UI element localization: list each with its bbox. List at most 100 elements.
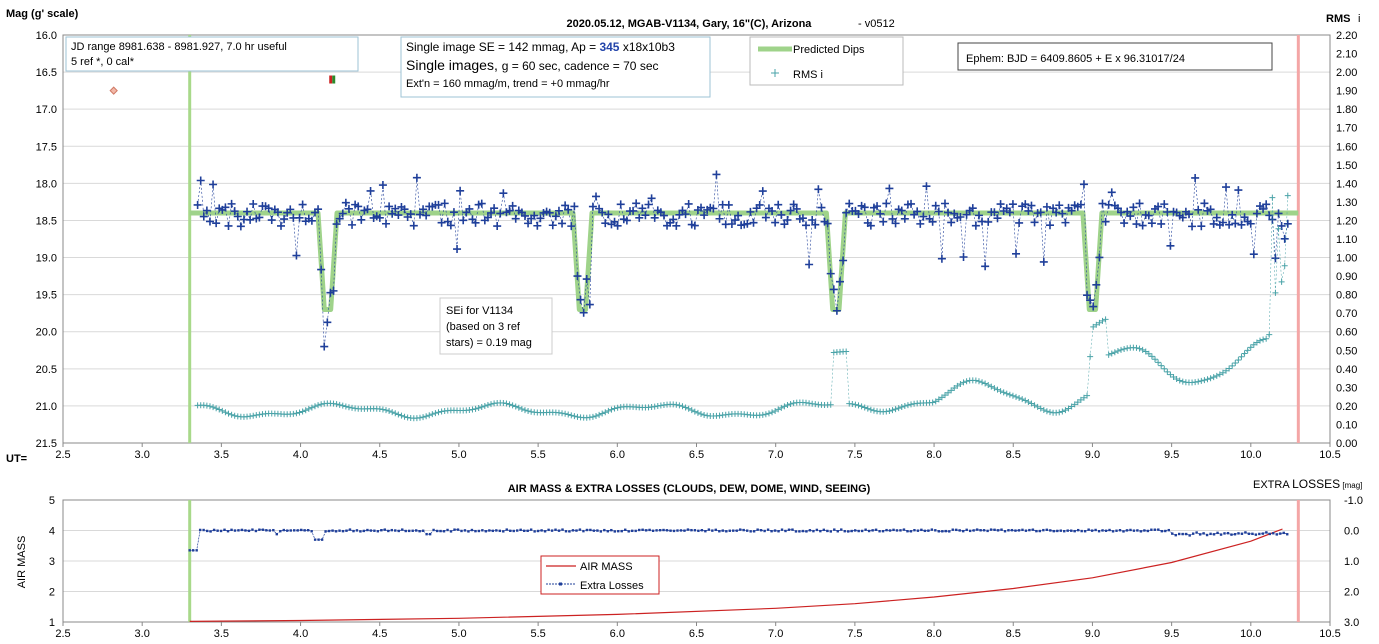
magnitude-point [199,212,208,221]
losses-point [881,529,885,533]
airmass-title: AIR MASS & EXTRA LOSSES (CLOUDS, DEW, DO… [508,483,871,495]
rms-point [982,380,989,387]
losses-point [289,529,292,532]
rms-point [1022,397,1029,404]
magnitude-point [1147,219,1156,228]
magnitude-point [641,211,650,220]
losses-point [603,528,606,532]
losses-point [1115,529,1118,532]
losses-point [993,528,996,532]
rms-point [231,412,238,419]
magnitude-point [394,211,403,220]
magnitude-point [434,200,443,209]
rms-point [997,388,1004,395]
magnitude-point [993,214,1002,223]
magnitude-point [1086,296,1095,305]
magnitude-point [505,206,514,215]
rms-point [429,411,436,418]
magnitude-point [1107,188,1116,197]
y2-tick-label: 0.70 [1336,308,1357,320]
magnitude-point [1132,220,1141,229]
losses-point [529,528,533,531]
rms-point [883,408,890,415]
magnitude-point [647,194,656,203]
losses-point [303,529,306,532]
x-tick-label: 3.0 [135,449,150,461]
magnitude-point [323,318,332,327]
magnitude-point [1135,199,1144,208]
magnitude-point [277,221,286,230]
x-tick-label-2: 10.5 [1319,628,1340,640]
losses-point [373,529,376,532]
losses-point [1125,529,1129,532]
losses-point [355,529,359,532]
losses-point [505,528,508,531]
losses-point [338,529,341,532]
losses-point [282,528,285,532]
rms-point [679,403,686,410]
magnitude-point [412,173,421,182]
losses-point [808,529,812,532]
losses-point [819,529,822,533]
rms-point [1121,345,1128,352]
rms-point [614,404,621,411]
rms-point [416,414,423,421]
losses-point [860,529,864,533]
rms-point [515,404,522,411]
rms-point [1213,372,1220,379]
jd-range-text: JD range 8981.638 - 8981.927, 7.0 hr use… [71,41,287,53]
magnitude-point [755,200,764,209]
magnitude-point [456,186,465,195]
magnitude-point [650,213,659,222]
losses-point [1174,533,1177,537]
magnitude-point [487,208,496,217]
rms-point [1009,392,1016,399]
losses-point [707,528,711,531]
losses-point [512,529,515,533]
magnitude-point [900,214,909,223]
rms-point [392,410,399,417]
rms-point [222,409,229,416]
magnitude-point [585,300,594,309]
rms-point [605,407,612,414]
losses-tick-label: 2.0 [1344,587,1359,599]
magnitude-point [1240,213,1249,222]
magnitude-point [873,202,882,211]
magnitude-point [382,219,391,228]
rms-point [1226,365,1233,372]
magnitude-point [388,209,397,218]
rms-point [772,407,779,414]
magnitude-point [860,203,869,212]
y2-tick-label: 1.80 [1336,104,1357,116]
rms-point [1068,403,1075,410]
magnitude-point [295,213,304,222]
rms-point [1250,341,1257,348]
rms-point [305,405,312,412]
losses-point [801,529,805,533]
losses-point [777,530,780,533]
losses-point [1219,533,1223,536]
rms-point [1062,407,1069,414]
rms-point [1253,339,1260,346]
y2-tick-label: 0.80 [1336,290,1357,302]
losses-point [1233,533,1237,536]
rms-point [1223,367,1230,374]
rms-point [509,402,516,409]
rms-point [1093,321,1100,328]
magnitude-point [734,211,743,220]
magnitude-point [947,218,956,227]
magnitude-point [400,205,409,214]
losses-point [1101,529,1104,532]
losses-point [826,529,829,533]
losses-point [578,528,582,531]
magnitude-point [524,219,533,228]
losses-point [972,529,975,532]
x-tick-label-2: 4.5 [372,628,387,640]
losses-point [1007,529,1010,532]
losses-series [188,528,1289,552]
rms-point [864,405,871,412]
magnitude-point [629,206,638,215]
losses-point [463,529,467,532]
rms-point [1148,353,1155,360]
losses-point [362,529,366,533]
